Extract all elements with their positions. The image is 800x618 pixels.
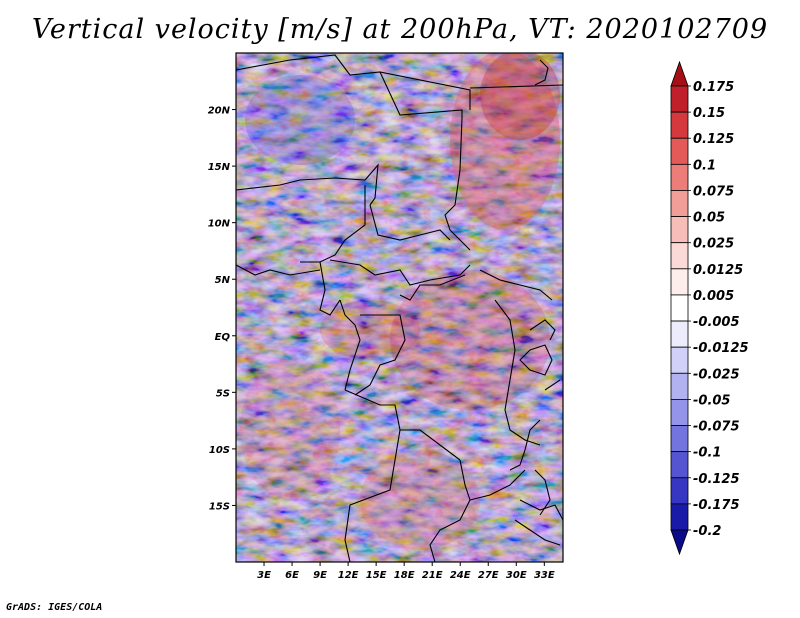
lon-tick-label: 33E xyxy=(534,570,555,581)
map-title: Vertical velocity [m/s] at 200hPa, VT: 2… xyxy=(31,14,769,45)
colorbar-segment xyxy=(670,399,689,426)
colorbar-segment xyxy=(670,190,689,217)
lat-tick-label: 15N xyxy=(208,162,231,173)
colorbar-segment xyxy=(670,372,689,400)
colorbar: 0.175 0.15 0.125 0.1 0.075 0.05 0.025 0.0125 0.0… xyxy=(670,60,749,556)
colorbar-label: 0.175 xyxy=(693,80,734,95)
colorbar-label: 0.005 xyxy=(693,289,734,304)
colorbar-segment xyxy=(670,425,689,453)
colorbar-label: -0.025 xyxy=(693,367,740,382)
colorbar-segment xyxy=(670,320,689,348)
colorbar-label: 0.025 xyxy=(693,237,734,252)
colorbar-label: 0.075 xyxy=(693,184,734,199)
colorbar-label: -0.175 xyxy=(693,498,740,513)
colorbar-bottom-triangle xyxy=(670,529,689,556)
colorbar-label: -0.075 xyxy=(693,420,740,435)
colorbar-segment xyxy=(670,503,689,531)
colorbar-label: -0.0125 xyxy=(693,341,749,356)
plot-frame xyxy=(235,52,564,563)
lon-tick-label: 3E xyxy=(257,570,271,581)
lon-tick-label: 24E xyxy=(450,570,471,581)
colorbar-segment xyxy=(670,242,689,270)
colorbar-label: 0.15 xyxy=(693,106,725,121)
lon-tick-label: 12E xyxy=(338,570,359,581)
colorbar-segment xyxy=(670,85,689,113)
colorbar-label: -0.125 xyxy=(693,472,740,487)
lon-tick-label: 6E xyxy=(285,570,299,581)
lon-tick-label: 9E xyxy=(313,570,327,581)
colorbar-segment xyxy=(670,268,689,296)
lat-tick-label: 20N xyxy=(208,106,231,117)
colorbar-label: -0.05 xyxy=(693,393,730,408)
colorbar-label: 0.05 xyxy=(693,211,725,226)
lat-tick-label: 5S xyxy=(216,388,230,399)
grads-credit: GrADS: IGES/COLA xyxy=(6,602,103,613)
colorbar-label: 0.0125 xyxy=(693,263,743,278)
lon-tick-label: 27E xyxy=(478,570,499,581)
lat-tick-label: 10N xyxy=(208,219,231,230)
colorbar-label: 0.1 xyxy=(693,158,716,173)
lat-tick-label: 10S xyxy=(209,445,230,456)
velocity-field xyxy=(236,53,563,562)
colorbar-segment xyxy=(670,477,689,505)
colorbar-label: -0.005 xyxy=(693,315,740,330)
lat-tick-label: EQ xyxy=(215,332,231,343)
lon-tick-label: 30E xyxy=(506,570,527,581)
colorbar-segment xyxy=(670,294,689,322)
lat-tick-label: 5N xyxy=(215,275,231,286)
colorbar-segment xyxy=(670,163,689,191)
colorbar-label: -0.2 xyxy=(693,524,721,539)
lon-tick-label: 21E xyxy=(422,570,443,581)
colorbar-top-triangle xyxy=(670,60,689,87)
colorbar-segment xyxy=(670,451,689,479)
latitude-axis: 20N 15N 10N 5N EQ 5S 10S 15S xyxy=(208,106,236,512)
lat-tick-label: 15S xyxy=(209,501,230,512)
longitude-axis: 3E 6E 9E 12E 15E 18E 21E 24E 27E 30E 33E xyxy=(257,562,555,581)
colorbar-segment xyxy=(670,111,689,139)
lon-tick-label: 18E xyxy=(394,570,415,581)
country-borders xyxy=(236,54,563,562)
colorbar-segment xyxy=(670,216,689,244)
colorbar-label: 0.125 xyxy=(693,132,734,147)
colorbar-label: -0.1 xyxy=(693,446,721,461)
colorbar-segment xyxy=(670,137,689,165)
colorbar-segment xyxy=(670,346,689,374)
lon-tick-label: 15E xyxy=(366,570,387,581)
